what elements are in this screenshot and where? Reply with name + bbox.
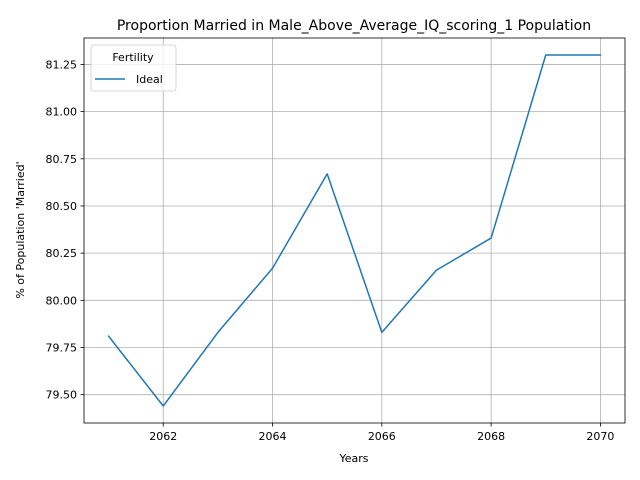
y-tick-label: 79.50	[46, 389, 78, 402]
series-layer	[107, 54, 602, 407]
y-axis-label: % of Population 'Married'	[14, 161, 27, 298]
x-axis-label: Years	[338, 452, 368, 465]
y-tick-label: 80.50	[46, 200, 78, 213]
x-tick-label: 2062	[149, 430, 177, 443]
grid	[84, 38, 625, 423]
y-tick-label: 80.25	[46, 247, 78, 260]
y-tick-label: 80.75	[46, 153, 78, 166]
series-line-ideal	[107, 54, 602, 407]
legend-title: Fertility	[112, 51, 154, 64]
y-axis: 79.50 79.75 80.00 80.25 80.50 80.75 81.00 81.25	[46, 58, 84, 402]
x-axis: 2062 2064 2066 2068 2070	[149, 423, 614, 443]
y-tick-label: 79.75	[46, 342, 78, 355]
legend-label-ideal: Ideal	[136, 73, 163, 86]
x-tick-label: 2070	[586, 430, 614, 443]
y-tick-label: 81.00	[46, 106, 78, 119]
plot-frame	[83, 37, 626, 424]
y-tick-label: 80.00	[46, 294, 78, 307]
x-tick-label: 2066	[368, 430, 396, 443]
chart-title: Proportion Married in Male_Above_Average…	[117, 18, 591, 34]
legend: Fertility Ideal	[90, 44, 177, 92]
x-tick-label: 2068	[477, 430, 505, 443]
y-tick-label: 81.25	[46, 58, 78, 71]
x-tick-label: 2064	[259, 430, 287, 443]
